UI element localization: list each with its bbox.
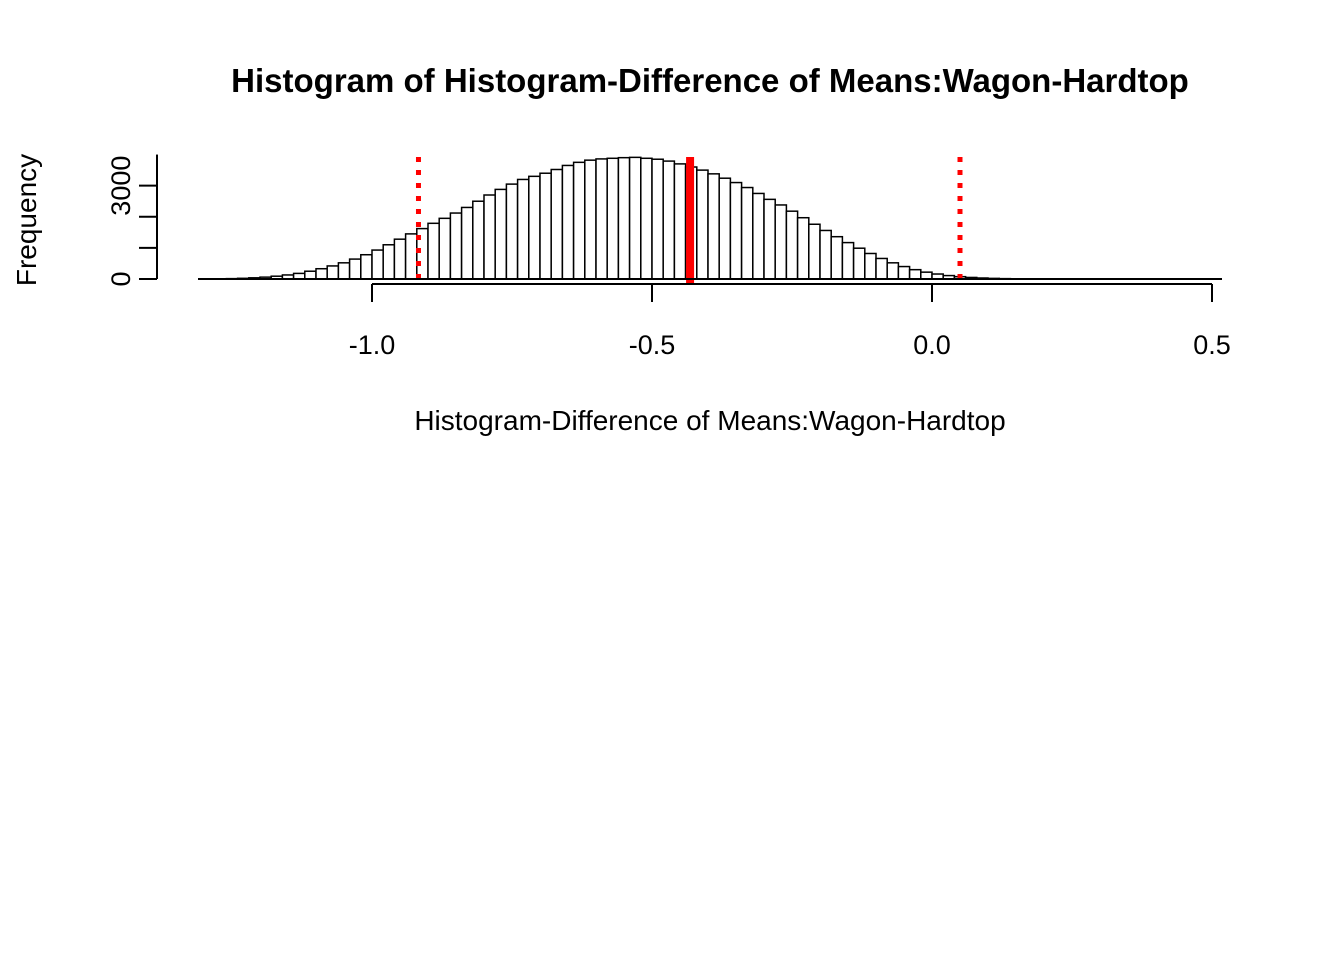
histogram-bar: [350, 259, 361, 279]
histogram-bar: [372, 250, 383, 279]
histogram-bar: [473, 201, 484, 279]
histogram-bar: [730, 183, 741, 279]
histogram-bar: [540, 173, 551, 279]
histogram-bar: [831, 237, 842, 279]
histogram-bar: [630, 157, 641, 279]
histogram-bar: [327, 266, 338, 279]
histogram-bar: [798, 218, 809, 279]
histogram-bar: [876, 258, 887, 279]
x-tick-label: -0.5: [629, 330, 676, 360]
histogram-bar: [697, 170, 708, 279]
x-tick-label: -1.0: [349, 330, 396, 360]
x-tick-label: 0.0: [913, 330, 951, 360]
histogram-bar: [618, 158, 629, 279]
histogram-bar: [338, 263, 349, 279]
histogram-bar: [809, 224, 820, 279]
x-axis: -1.0 -0.5 0.0 0.5: [198, 279, 1231, 360]
histogram-bar: [910, 270, 921, 279]
histogram-bar: [663, 161, 674, 279]
histogram-bar: [842, 243, 853, 279]
histogram-bar: [641, 158, 652, 279]
histogram-bar: [484, 195, 495, 279]
histogram-bar: [383, 245, 394, 279]
histogram-bar: [596, 159, 607, 279]
histogram-bar: [562, 165, 573, 279]
histogram-bar: [462, 207, 473, 279]
histogram-bar: [551, 169, 562, 279]
histogram-bar: [428, 223, 439, 279]
histogram-bar: [820, 230, 831, 279]
y-axis-label: Frequency: [11, 154, 42, 286]
histogram-bar: [887, 263, 898, 279]
histogram-bar: [506, 184, 517, 279]
histogram-bar: [361, 255, 372, 279]
histogram-bar: [607, 158, 618, 279]
histogram-bar: [652, 159, 663, 279]
histogram-bar: [316, 269, 327, 279]
histogram-bar: [674, 164, 685, 279]
y-tick-label: 3000: [106, 156, 136, 216]
histogram-bar: [439, 218, 450, 279]
histogram-bar: [775, 205, 786, 279]
histogram-bar: [450, 213, 461, 279]
histogram-bar: [898, 267, 909, 279]
x-tick-label: 0.5: [1193, 330, 1231, 360]
x-axis-label: Histogram-Difference of Means:Wagon-Hard…: [414, 405, 1005, 436]
histogram-bar: [406, 234, 417, 279]
histogram-bar: [518, 179, 529, 279]
histogram-bar: [742, 188, 753, 279]
histogram-bar: [708, 174, 719, 279]
histogram-bar: [865, 253, 876, 279]
histogram-bar: [305, 271, 316, 279]
histogram-bar: [394, 239, 405, 279]
histogram-bar: [786, 211, 797, 279]
y-axis: 0 3000: [106, 155, 157, 287]
histogram-bar: [495, 189, 506, 279]
histogram-bar: [529, 176, 540, 279]
y-tick-label: 0: [106, 271, 136, 286]
histogram-bar: [753, 193, 764, 279]
histogram-bar: [921, 272, 932, 279]
histogram-bars: [215, 157, 1066, 279]
histogram-bar: [585, 160, 596, 279]
histogram-bar: [764, 199, 775, 279]
chart-title: Histogram of Histogram-Difference of Mea…: [231, 62, 1189, 99]
histogram-bar: [719, 178, 730, 279]
histogram-bar: [574, 162, 585, 279]
histogram-bar: [854, 248, 865, 279]
